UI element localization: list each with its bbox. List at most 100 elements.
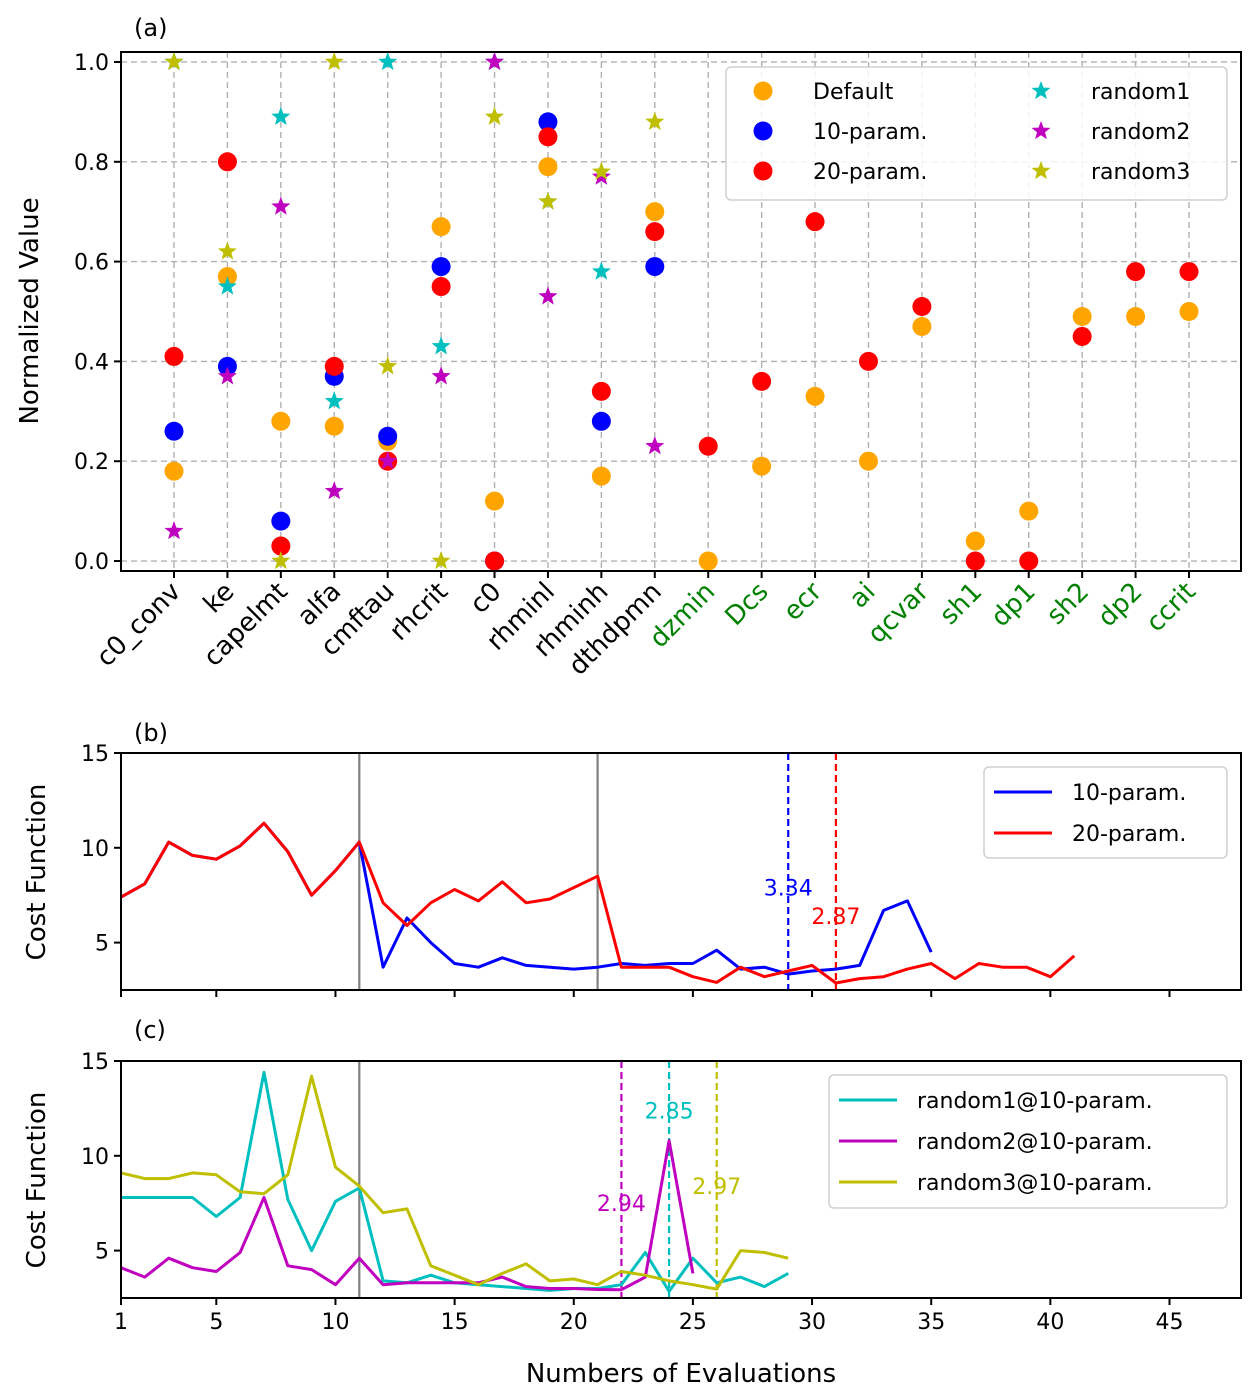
star-random3-rhminl [538,191,558,210]
panel-c-xlabel: Numbers of Evaluations [526,1359,836,1389]
point-default-capelmt [271,411,291,431]
panel-a: (a) Normalized Value 0.00.20.40.60.81.0 … [15,14,1242,681]
point-20-param--ccrit [1179,262,1199,282]
annotation-best-value: 2.85 [645,1099,694,1124]
star-random2-cmftau [378,451,398,470]
x-tick-label-ke: ke [198,577,241,620]
panel-c-frame [120,1060,1242,1299]
star-random3-capelmt [271,551,291,570]
x-tick-label-qcvar: qcvar [862,577,935,650]
panel-c-lines [120,1070,789,1293]
point-20-param--qcvar [912,297,932,317]
panel-b-xticks [120,990,1171,997]
star-random2-c0 [485,52,504,71]
panel-a-title: (a) [134,14,167,42]
point-20-param--c0_conv [164,346,184,366]
point-default-c0 [485,491,505,511]
point-10-param--c0_conv [164,421,184,441]
point-20-param--Dcs [752,371,772,391]
panel-b-title: (b) [134,719,168,747]
legend-marker-20-param- [753,161,773,181]
point-10-param--cmftau [378,426,398,446]
point-20-param--rhminl [538,127,558,147]
point-20-param--ke [217,152,237,172]
point-default-rhcrit [431,217,451,237]
legend-marker-random1 [1031,81,1051,100]
point-20-param--ecr [805,212,825,232]
y-tick-label: 1.0 [74,51,109,76]
x-tick-label-ai: ai [844,577,882,615]
star-random3-c0 [485,106,504,125]
point-20-param--dp1 [1019,551,1039,571]
series-line-random2-10-param- [120,1139,695,1292]
y-tick-label: 0.8 [74,151,109,176]
legend-label-random1-10-param-: random1@10-param. [917,1089,1153,1114]
legend-label-20-param-: 20-param. [813,160,927,185]
point-20-param--rhminh [591,381,611,401]
star-random2-alfa [324,481,344,500]
legend-label-20-param-: 20-param. [1072,822,1186,847]
x-tick-label: 45 [1156,1310,1184,1335]
point-20-param--dzmin [698,436,718,456]
panel-b-vertical-lines [358,753,837,990]
y-tick-label: 0.0 [74,550,109,575]
x-tick-label: 35 [917,1310,945,1335]
star-random2-capelmt [271,196,291,215]
legend-label-random3: random3 [1091,160,1190,185]
legend-marker-10-param- [753,121,773,141]
point-20-param--rhcrit [431,277,451,297]
annotation-best-value: 3.34 [764,877,813,902]
point-default-ai [858,451,878,471]
point-10-param--rhcrit [431,257,451,277]
point-10-param--capelmt [271,511,291,531]
panel-a-ylabel: Normalized Value [15,197,45,424]
y-tick-label: 15 [81,1050,109,1075]
star-random2-c0_conv [164,521,184,540]
panel-c-legend: random1@10-param. random2@10-param. random… [828,1074,1228,1209]
x-tick-label-c0: c0 [464,577,507,620]
star-random1-ke [217,276,237,295]
panel-a-yticks: 0.0 0.2 0.4 0.6 0.8 1.0 [74,51,121,575]
star-random3-rhcrit [431,551,451,570]
star-random2-rhcrit [431,366,451,385]
x-tick-label-sh1: sh1 [934,577,988,631]
y-tick-label: 10 [81,1145,109,1170]
point-default-dp1 [1019,501,1039,521]
panel-b-lines [120,821,1076,985]
panel-c-ylabel: Cost Function [22,1092,52,1269]
x-tick-label: 20 [560,1310,588,1335]
panel-b-legend: 10-param. 20-param. [983,766,1228,859]
point-default-dthdpmn [645,202,665,222]
star-random2-dthdpmn [645,436,665,455]
panel-a-legend: Default 10-param. 20-param. random1 random2 r… [725,66,1228,201]
x-tick-label: 25 [679,1310,707,1335]
x-tick-label: 40 [1036,1310,1064,1335]
series-line-random3-10-param- [120,1074,789,1291]
legend-marker-default [753,81,773,101]
x-tick-label: 1 [114,1310,128,1335]
y-tick-label: 0.4 [74,350,109,375]
legend-box [725,66,1228,201]
point-10-param--rhminh [591,411,611,431]
legend-box [983,766,1228,859]
point-default-ecr [805,386,825,406]
x-tick-label-c0_conv: c0_conv [91,577,187,673]
star-random3-ke [217,241,237,260]
point-20-param--dp2 [1126,262,1146,282]
star-random1-cmftau [378,52,398,71]
legend-label-default: Default [813,80,894,105]
legend-marker-random3 [1031,161,1051,180]
point-default-qcvar [912,316,932,336]
point-20-param--sh2 [1072,326,1092,346]
legend-label-random2-10-param-: random2@10-param. [917,1130,1153,1155]
legend-label-10-param-: 10-param. [813,120,927,145]
panel-c-xticks: 1 5 10 15 20 25 30 35 40 45 [114,1298,1184,1335]
point-20-param--sh1 [965,551,985,571]
star-random1-capelmt [271,106,291,125]
legend-marker-random2 [1031,121,1051,140]
panel-b: (b) Cost Function 3.34 2.87 5 10 15 10-para… [22,719,1242,997]
legend-label-random2: random2 [1091,120,1190,145]
panel-a-marks [164,52,1199,571]
